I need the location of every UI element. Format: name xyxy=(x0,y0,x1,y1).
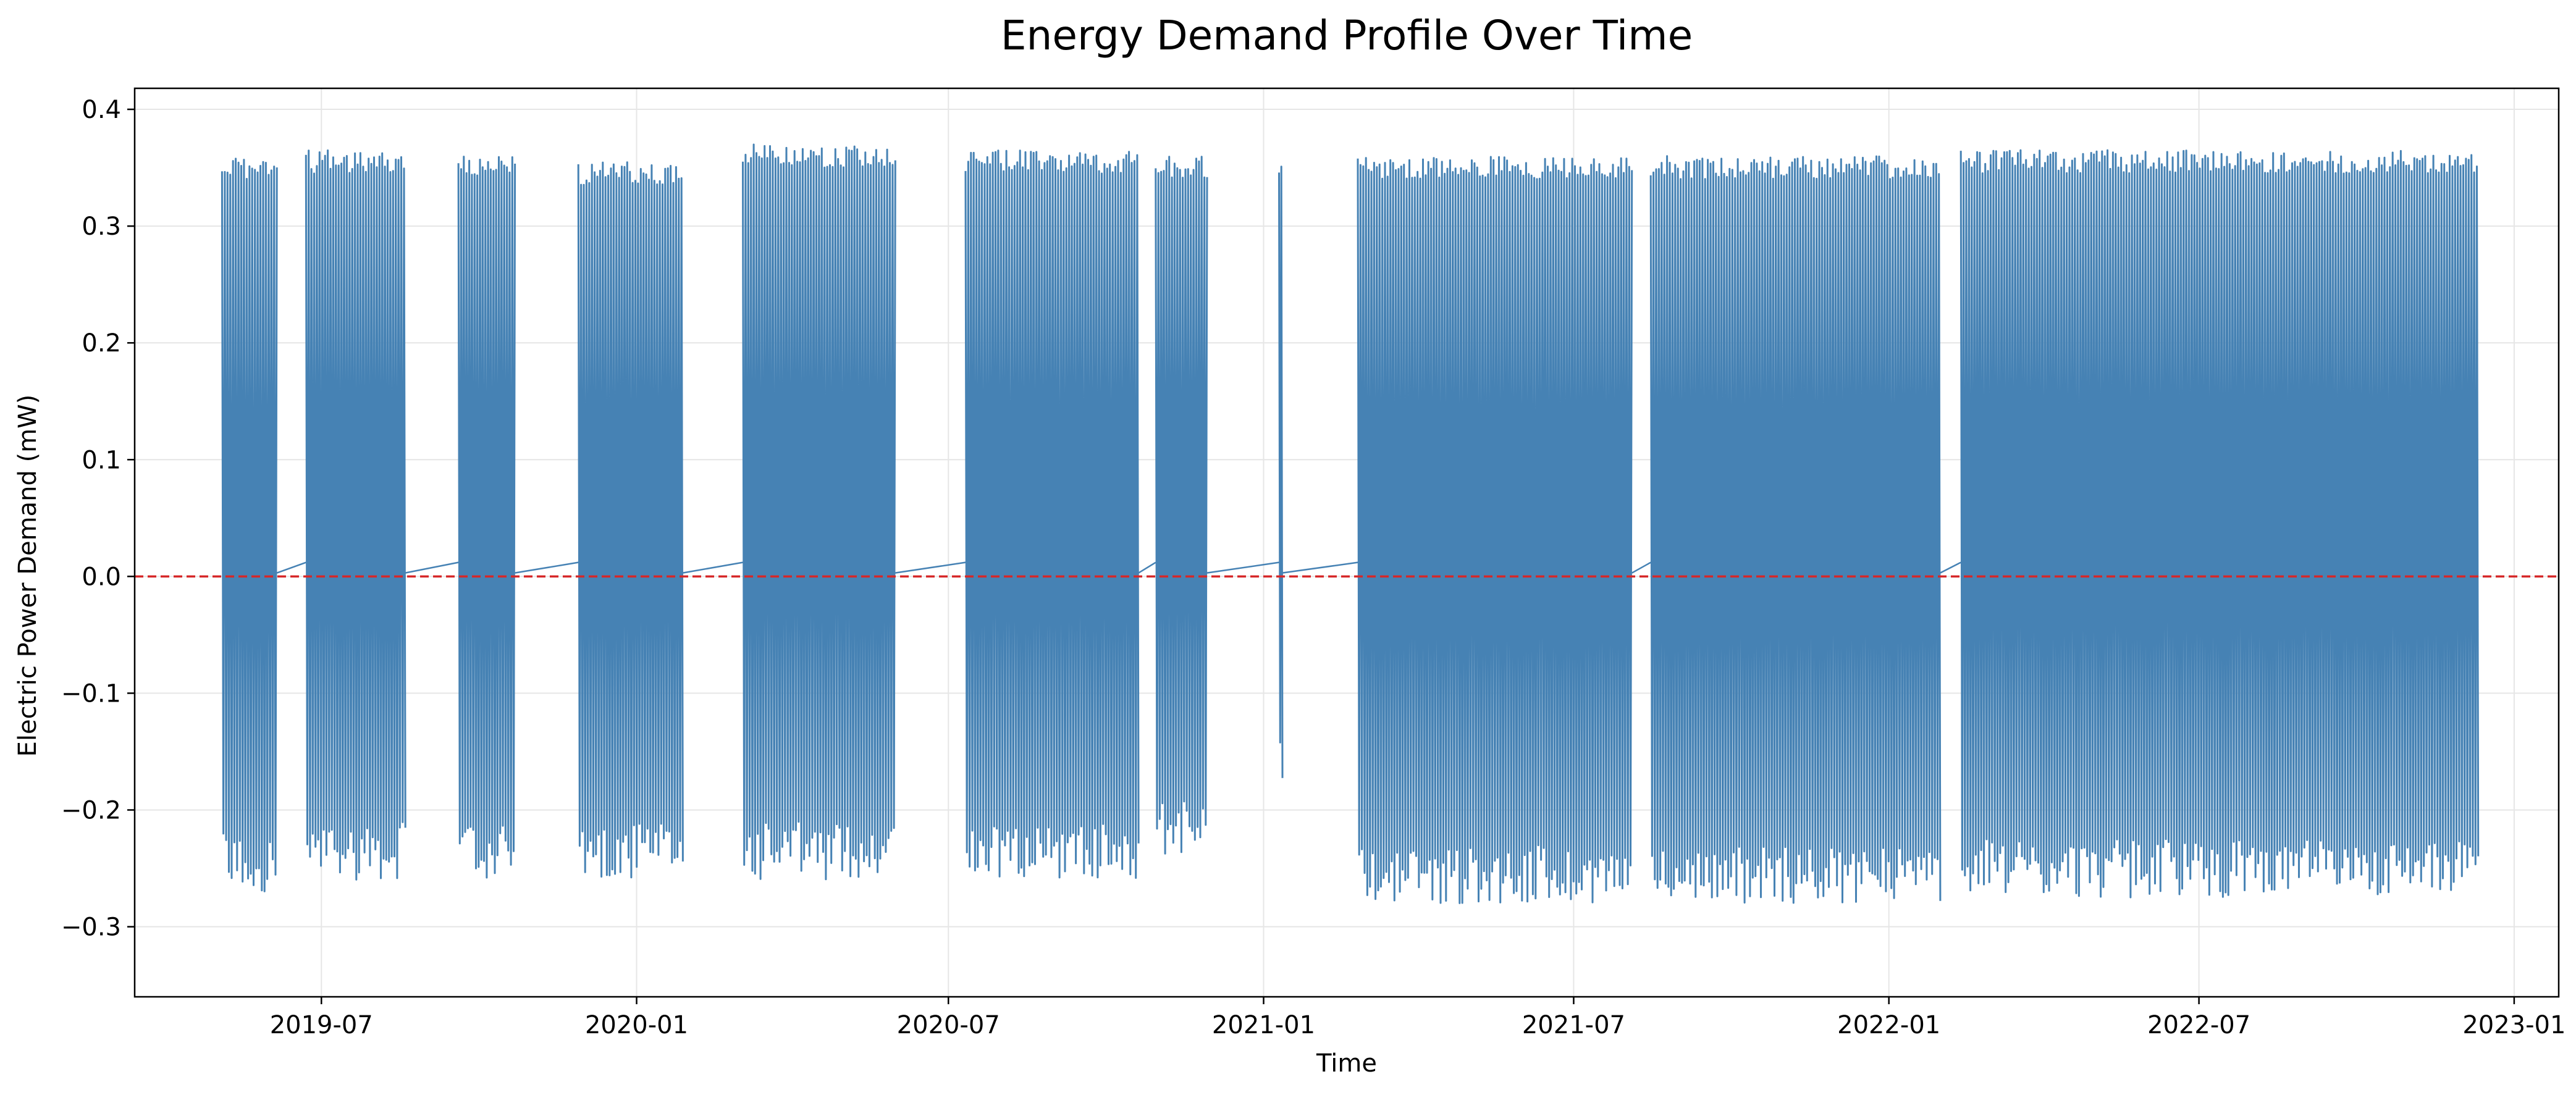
gap-connector-line xyxy=(895,561,966,574)
series-segment xyxy=(1278,166,1284,778)
gap-connector-line xyxy=(405,561,459,574)
x-tick-label: 2022-01 xyxy=(1837,1011,1940,1039)
series-segment xyxy=(1959,149,2480,899)
y-axis-ticks: −0.3 −0.2 −0.1 0.0 0.1 0.2 0.3 0.4 xyxy=(61,96,135,942)
series-segment xyxy=(305,149,406,881)
x-tick-label: 2021-01 xyxy=(1212,1011,1315,1039)
y-tick-label: 0.0 xyxy=(82,563,121,591)
x-tick-label: 2019-07 xyxy=(270,1011,373,1039)
gap-connector-line xyxy=(683,561,743,574)
chart-title: Energy Demand Profile Over Time xyxy=(1001,12,1693,59)
series-segment xyxy=(1155,156,1208,855)
x-tick-label: 2022-07 xyxy=(2147,1011,2250,1039)
y-tick-label: 0.2 xyxy=(82,329,121,358)
series-segment xyxy=(577,161,684,879)
x-tick-label: 2021-07 xyxy=(1522,1011,1625,1039)
data-series xyxy=(221,143,2480,904)
y-tick-label: −0.2 xyxy=(61,796,121,824)
y-tick-label: 0.3 xyxy=(82,212,121,241)
x-axis-label: Time xyxy=(1316,1049,1377,1078)
x-tick-label: 2023-01 xyxy=(2462,1011,2565,1039)
series-segment xyxy=(964,149,1140,879)
y-tick-label: −0.3 xyxy=(61,913,121,942)
gap-connector-line xyxy=(1138,561,1156,574)
gap-connector-line xyxy=(1206,561,1279,574)
gap-connector-line xyxy=(1282,561,1358,574)
gap-connector-line xyxy=(276,561,306,574)
gap-connector-line xyxy=(1631,561,1651,574)
y-tick-label: −0.1 xyxy=(61,679,121,708)
y-tick-label: 0.1 xyxy=(82,446,121,474)
y-tick-label: 0.4 xyxy=(82,96,121,124)
x-axis-ticks: 2019-07 2020-01 2020-07 2021-01 2021-07 2022-… xyxy=(270,997,2565,1039)
series-segment xyxy=(1649,155,1942,904)
x-tick-label: 2020-07 xyxy=(897,1011,1000,1039)
series-segment xyxy=(742,143,896,881)
x-tick-label: 2020-01 xyxy=(585,1011,688,1039)
y-axis-label: Electric Power Demand (mW) xyxy=(14,395,42,757)
series-segment xyxy=(221,157,278,892)
gap-connector-line xyxy=(1940,561,1961,574)
series-segment xyxy=(1357,156,1633,904)
series-segment xyxy=(457,156,516,879)
plot-area-frame xyxy=(133,87,2560,998)
gap-connector-line xyxy=(515,561,579,574)
